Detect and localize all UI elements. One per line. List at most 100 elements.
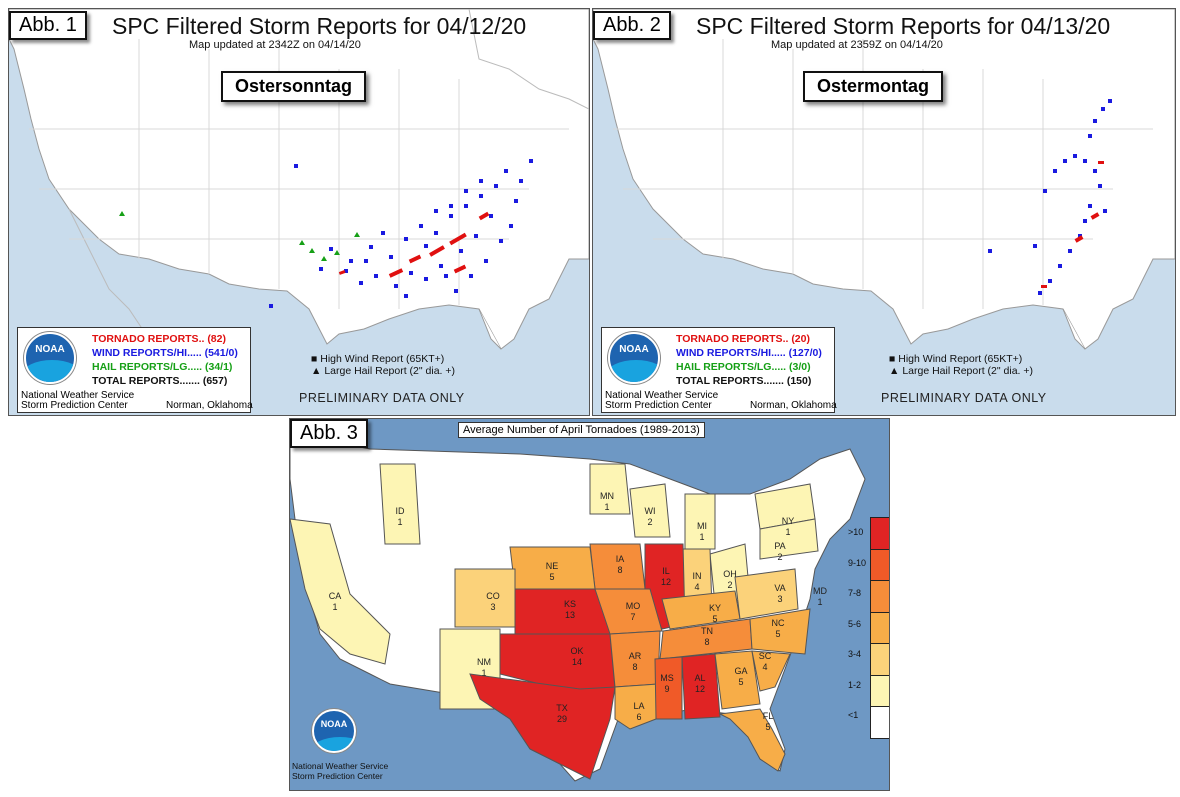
key-wind: High Wind Report (65KT+) — [898, 353, 1023, 365]
state-abbr: NM — [477, 657, 491, 667]
state-value: 12 — [661, 577, 671, 587]
report-legend: NOAA TORNADO REPORTS.. (82) WIND REPORTS… — [17, 327, 253, 413]
scale-label: 9-10 — [848, 557, 867, 568]
day-label: Ostermontag — [803, 71, 944, 102]
state-value: 4 — [762, 662, 767, 672]
state-value: 5 — [775, 629, 780, 639]
state-abbr: AL — [694, 673, 705, 683]
tornado-count: TORNADO REPORTS.. (20) — [676, 333, 810, 345]
state-abbr: IN — [693, 571, 702, 581]
total-count: TOTAL REPORTS....... (657) — [92, 375, 228, 387]
scale-swatch — [870, 674, 889, 706]
april-tornado-average-map: ID 1 MN 1 WI 2 MI 1 NY 1 PA 2 OH 2 IN 4 IL 12 IA 8 NE 5 CO 3 CA 1… — [289, 418, 890, 791]
scale-swatch — [870, 643, 889, 675]
state-abbr: NE — [546, 561, 559, 571]
state-value: 1 — [332, 602, 337, 612]
scale-label: >10 — [848, 527, 864, 537]
state-value: 13 — [565, 610, 575, 620]
office-location: Norman, Oklahoma — [750, 400, 837, 411]
state-abbr: IA — [616, 554, 625, 564]
state-value: 2 — [647, 517, 652, 527]
state-abbr: FL — [763, 711, 774, 721]
state-value: 1 — [397, 517, 402, 527]
state-abbr: MO — [626, 601, 641, 611]
state-abbr: LA — [633, 701, 644, 711]
tornado-report-markers — [1041, 161, 1104, 288]
state-value: 5 — [765, 722, 770, 732]
state-value: 29 — [557, 714, 567, 724]
preliminary-notice: PRELIMINARY DATA ONLY — [881, 391, 1047, 405]
map-title: Average Number of April Tornadoes (1989-… — [458, 422, 705, 438]
tornado-report-markers — [338, 211, 490, 278]
state-value: 3 — [777, 594, 782, 604]
state-value: 2 — [727, 580, 732, 590]
symbol-key: ■ High Wind Report (65KT+) ▲ Large Hail … — [311, 353, 455, 377]
hail-count: HAIL REPORTS/LG..... (34/1) — [92, 361, 233, 373]
state-value: 1 — [817, 597, 822, 607]
preliminary-notice: PRELIMINARY DATA ONLY — [299, 391, 465, 405]
storm-report-map-1: Abb. 1 SPC Filtered Storm Reports for 04… — [8, 8, 590, 416]
state-abbr: OK — [570, 646, 583, 656]
noaa-logo: NOAA — [608, 332, 660, 384]
state-value: 1 — [785, 527, 790, 537]
state-abbr: TX — [556, 703, 568, 713]
state-abbr: AR — [629, 651, 642, 661]
map-subtitle: Map updated at 2342Z on 04/14/20 — [189, 39, 361, 51]
state-abbr: GA — [734, 666, 747, 676]
state-abbr: IL — [662, 566, 670, 576]
credit-line2: Storm Prediction Center — [292, 771, 383, 781]
report-legend: NOAA TORNADO REPORTS.. (20) WIND REPORTS… — [601, 327, 837, 413]
scale-label: 5-6 — [848, 618, 862, 629]
scale-swatch — [870, 548, 889, 580]
state-abbr: OH — [723, 569, 737, 579]
state-value: 5 — [549, 572, 554, 582]
office-line1: National Weather Service — [21, 390, 135, 401]
map-title: SPC Filtered Storm Reports for 04/13/20 — [696, 13, 1111, 39]
scale-label: <1 — [848, 710, 859, 720]
state-value: 9 — [664, 684, 669, 694]
state-abbr: WI — [645, 506, 656, 516]
office-location: Norman, Oklahoma — [166, 400, 253, 411]
key-hail: Large Hail Report (2" dia. +) — [324, 365, 455, 377]
map-title: SPC Filtered Storm Reports for 04/12/20 — [112, 13, 527, 39]
office-line2: Storm Prediction Center — [21, 400, 128, 411]
state-value: 3 — [490, 602, 495, 612]
key-hail: Large Hail Report (2" dia. +) — [902, 365, 1033, 377]
scale-label: 1-2 — [848, 679, 862, 690]
state-abbr: MD — [813, 586, 827, 596]
state-value: 8 — [632, 662, 637, 672]
square-icon: ■ — [311, 353, 318, 365]
map-subtitle: Map updated at 2359Z on 04/14/20 — [771, 39, 943, 51]
state-abbr: KS — [564, 599, 576, 609]
state-abbr: SC — [759, 651, 772, 661]
state-value: 1 — [699, 532, 704, 542]
triangle-icon: ▲ — [889, 365, 900, 377]
noaa-logo: NOAA — [312, 709, 356, 753]
key-wind: High Wind Report (65KT+) — [320, 353, 445, 365]
hail-report-markers — [119, 211, 360, 261]
state-value: 14 — [572, 657, 582, 667]
square-icon: ■ — [889, 353, 896, 365]
state-fills — [290, 463, 819, 780]
wind-report-markers — [988, 99, 1112, 295]
state-value: 8 — [704, 637, 709, 647]
scale-swatch — [870, 706, 889, 739]
state-abbr: MI — [697, 521, 707, 531]
state-value: 5 — [712, 614, 717, 624]
state-abbr: NC — [772, 618, 785, 628]
state-value: 8 — [617, 565, 622, 575]
figure-badge: Abb. 3 — [290, 419, 368, 448]
state-abbr: ID — [396, 506, 406, 516]
tornado-count: TORNADO REPORTS.. (82) — [92, 333, 226, 345]
scale-swatch — [870, 517, 889, 549]
storm-report-map-2: Abb. 2 SPC Filtered Storm Reports for 04… — [592, 8, 1176, 416]
figure-badge: Abb. 2 — [593, 11, 671, 40]
state-value: 1 — [481, 668, 486, 678]
noaa-logo: NOAA — [24, 332, 76, 384]
scale-swatch — [870, 580, 889, 612]
scale-swatch — [870, 611, 889, 643]
figure-badge: Abb. 1 — [9, 11, 87, 40]
state-abbr: PA — [774, 541, 785, 551]
state-abbr: KY — [709, 603, 721, 613]
